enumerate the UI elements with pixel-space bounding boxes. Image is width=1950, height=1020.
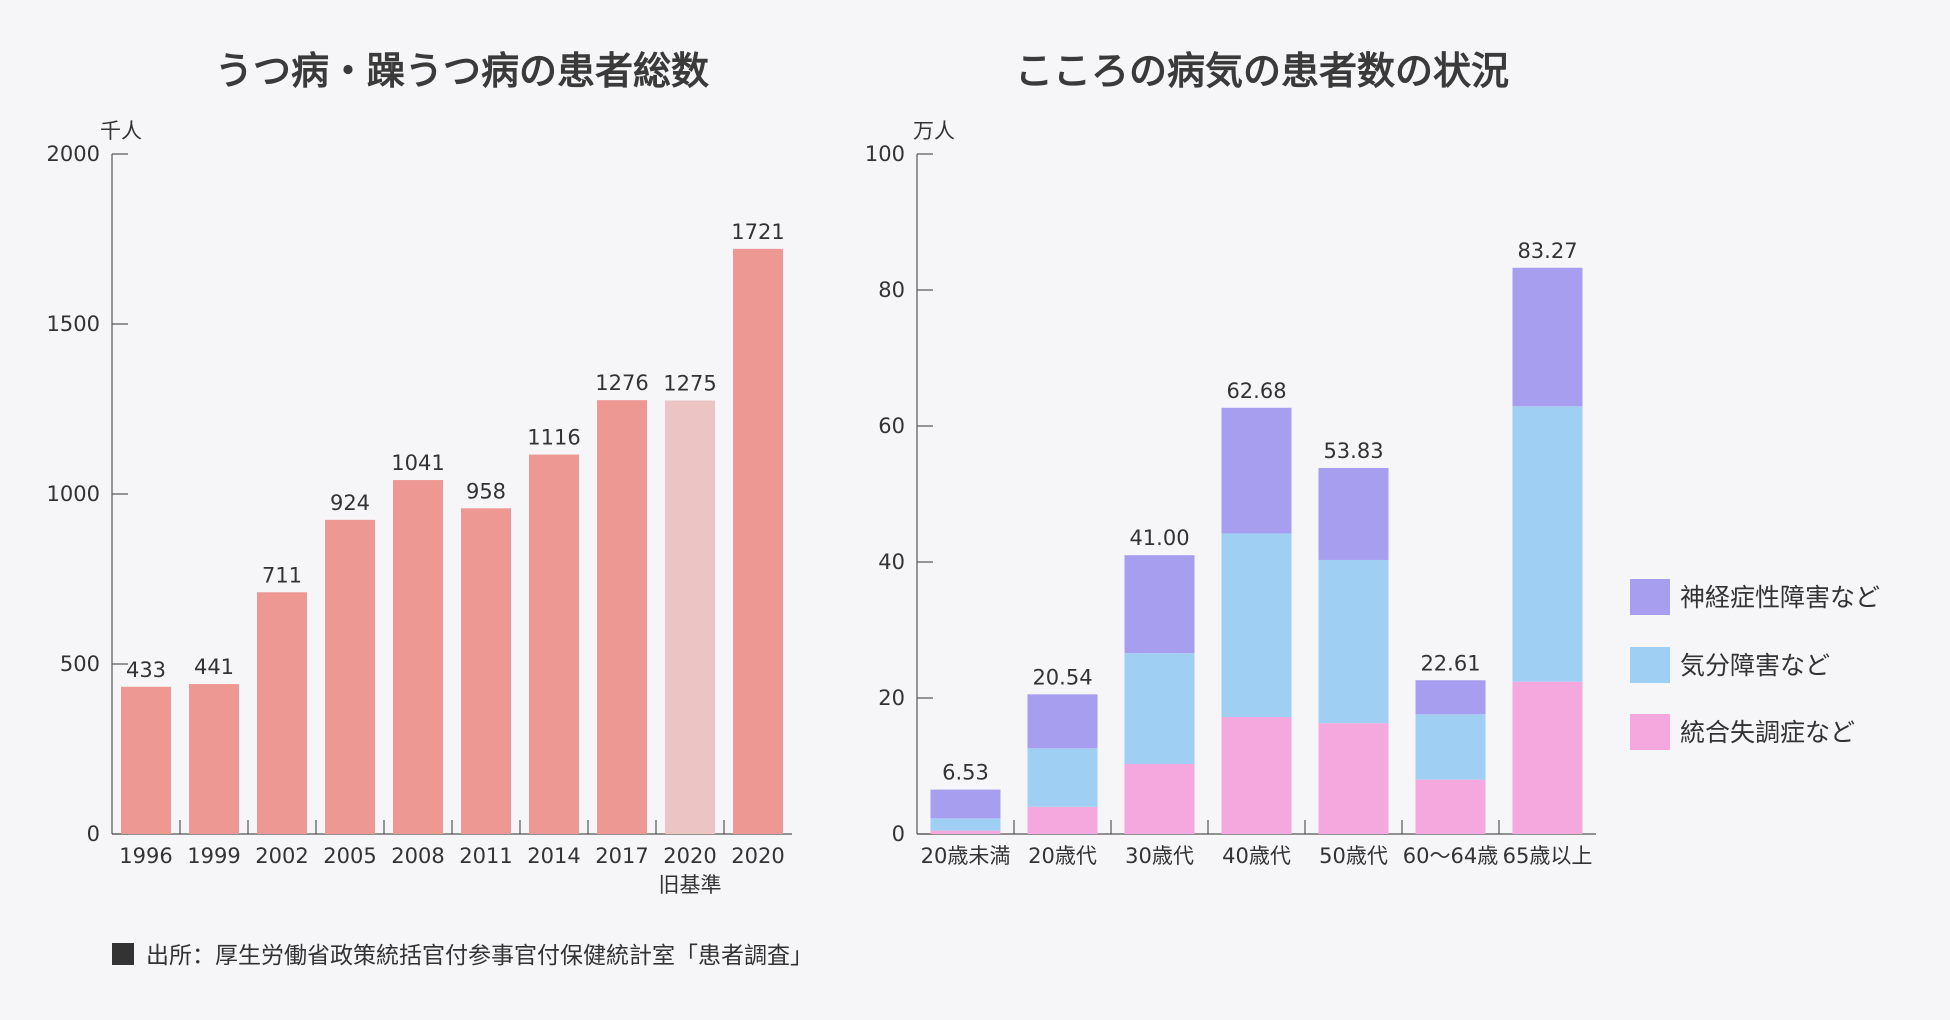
right-category-label: 20歳未満 (921, 844, 1011, 868)
legend-label-mood: 気分障害など (1680, 651, 1830, 680)
legend-label-neurosis: 神経症性障害など (1680, 583, 1880, 612)
left-bar-value-label: 958 (466, 479, 506, 503)
legend-swatch-mood (1630, 647, 1670, 683)
source-text: 出所：厚生労働省政策統括官付参事官付保健統計室「患者調査」 (146, 943, 813, 969)
right-category-label: 30歳代 (1125, 844, 1194, 868)
right-y-tick-label: 60 (878, 414, 905, 438)
left-bar-value-label: 1041 (391, 451, 444, 475)
right-bar-total-label: 53.83 (1323, 439, 1383, 463)
right-bar-segment (1318, 559, 1389, 724)
right-bar-segment (1027, 748, 1098, 807)
left-bar (733, 248, 783, 835)
right-bar-total-label: 20.54 (1032, 665, 1092, 689)
right-y-tick-label: 0 (892, 822, 905, 846)
right-bar-segment (1512, 267, 1583, 407)
right-bar-segment (1124, 653, 1195, 764)
left-category-sublabel: 旧基準 (659, 873, 722, 897)
right-bar-segment (1415, 779, 1486, 834)
left-bar (325, 519, 375, 834)
right-bar-segment (1415, 680, 1486, 715)
left-y-tick-label: 2000 (47, 142, 100, 166)
right-category-label: 50歳代 (1319, 844, 1388, 868)
left-chart-title: うつ病・躁うつ病の患者総数 (215, 49, 709, 93)
left-y-tick-label: 1500 (47, 312, 100, 336)
left-y-unit: 千人 (100, 119, 142, 143)
right-bar-segment (1221, 533, 1292, 718)
right-bar-segment (1512, 406, 1583, 682)
right-y-tick-label: 100 (865, 142, 905, 166)
right-category-label: 40歳代 (1222, 844, 1291, 868)
left-category-label: 2020 (731, 844, 784, 868)
right-chart-title: こころの病気の患者数の状況 (1015, 49, 1509, 93)
source-bullet-icon (112, 943, 134, 965)
left-bar (393, 480, 443, 834)
left-category-label: 1996 (119, 844, 172, 868)
right-bar-total-label: 62.68 (1226, 379, 1286, 403)
right-bar-segment (1318, 467, 1389, 560)
right-bar-total-label: 41.00 (1129, 526, 1189, 550)
left-bar-value-label: 1275 (663, 372, 716, 396)
left-bar (257, 592, 307, 834)
left-bar (665, 400, 715, 834)
right-category-label: 60～64歳 (1403, 844, 1498, 868)
right-y-tick-label: 80 (878, 278, 905, 302)
left-category-label: 2011 (459, 844, 512, 868)
left-bar (189, 684, 239, 834)
right-y-unit: 万人 (913, 119, 955, 143)
right-bar-segment (1221, 407, 1292, 534)
left-y-tick-label: 1000 (47, 482, 100, 506)
left-category-label: 2020 (663, 844, 716, 868)
right-bar-segment (1415, 714, 1486, 780)
right-bar-segment (1027, 806, 1098, 834)
right-bar-segment (930, 789, 1001, 819)
right-bar-total-label: 22.61 (1420, 651, 1480, 675)
left-bar-value-label: 1721 (731, 220, 784, 244)
right-bar-segment (1124, 763, 1195, 834)
left-bar (597, 400, 647, 834)
right-bar-segment (1318, 723, 1389, 834)
left-category-label: 1999 (187, 844, 240, 868)
legend-swatch-neurosis (1630, 579, 1670, 615)
right-bar-segment (1124, 555, 1195, 654)
left-bar-value-label: 1276 (595, 371, 648, 395)
legend-label-schizo: 統合失調症など (1680, 718, 1855, 747)
left-category-label: 2017 (595, 844, 648, 868)
right-stacked-bar-chart: 0 20 40 60 80 100 6.53 20歳未満 20.54 20歳代 41.00 30歳代 6… (865, 142, 1596, 868)
right-bar-segment (930, 818, 1001, 831)
left-category-label: 2002 (255, 844, 308, 868)
left-bar-value-label: 433 (126, 658, 166, 682)
left-category-label: 2014 (527, 844, 580, 868)
right-bar-segment (930, 830, 1001, 834)
right-y-tick-label: 20 (878, 686, 905, 710)
left-y-tick-label: 0 (87, 822, 100, 846)
left-bar (461, 508, 511, 834)
left-bar-value-label: 924 (330, 491, 370, 515)
legend-swatch-schizo (1630, 714, 1670, 750)
right-chart-legend: 神経症性障害など 気分障害など 統合失調症など (1630, 579, 1880, 750)
right-y-tick-label: 40 (878, 550, 905, 574)
left-bar-value-label: 441 (194, 655, 234, 679)
left-category-label: 2005 (323, 844, 376, 868)
left-bar-value-label: 1116 (527, 426, 580, 450)
right-bar-segment (1512, 681, 1583, 834)
left-category-label: 2008 (391, 844, 444, 868)
right-category-label: 65歳以上 (1503, 844, 1593, 868)
left-y-tick-label: 500 (60, 652, 100, 676)
left-bar (121, 686, 171, 834)
left-bar (529, 454, 579, 834)
right-bar-segment (1027, 694, 1098, 749)
left-bar-chart: 0 500 1000 1500 2000 433 1996 441 1999 711 2002 924… (47, 142, 792, 897)
right-category-label: 20歳代 (1028, 844, 1097, 868)
right-bar-segment (1221, 717, 1292, 834)
right-bar-total-label: 83.27 (1517, 239, 1577, 263)
right-bar-total-label: 6.53 (942, 761, 989, 785)
left-bar-value-label: 711 (262, 563, 302, 587)
